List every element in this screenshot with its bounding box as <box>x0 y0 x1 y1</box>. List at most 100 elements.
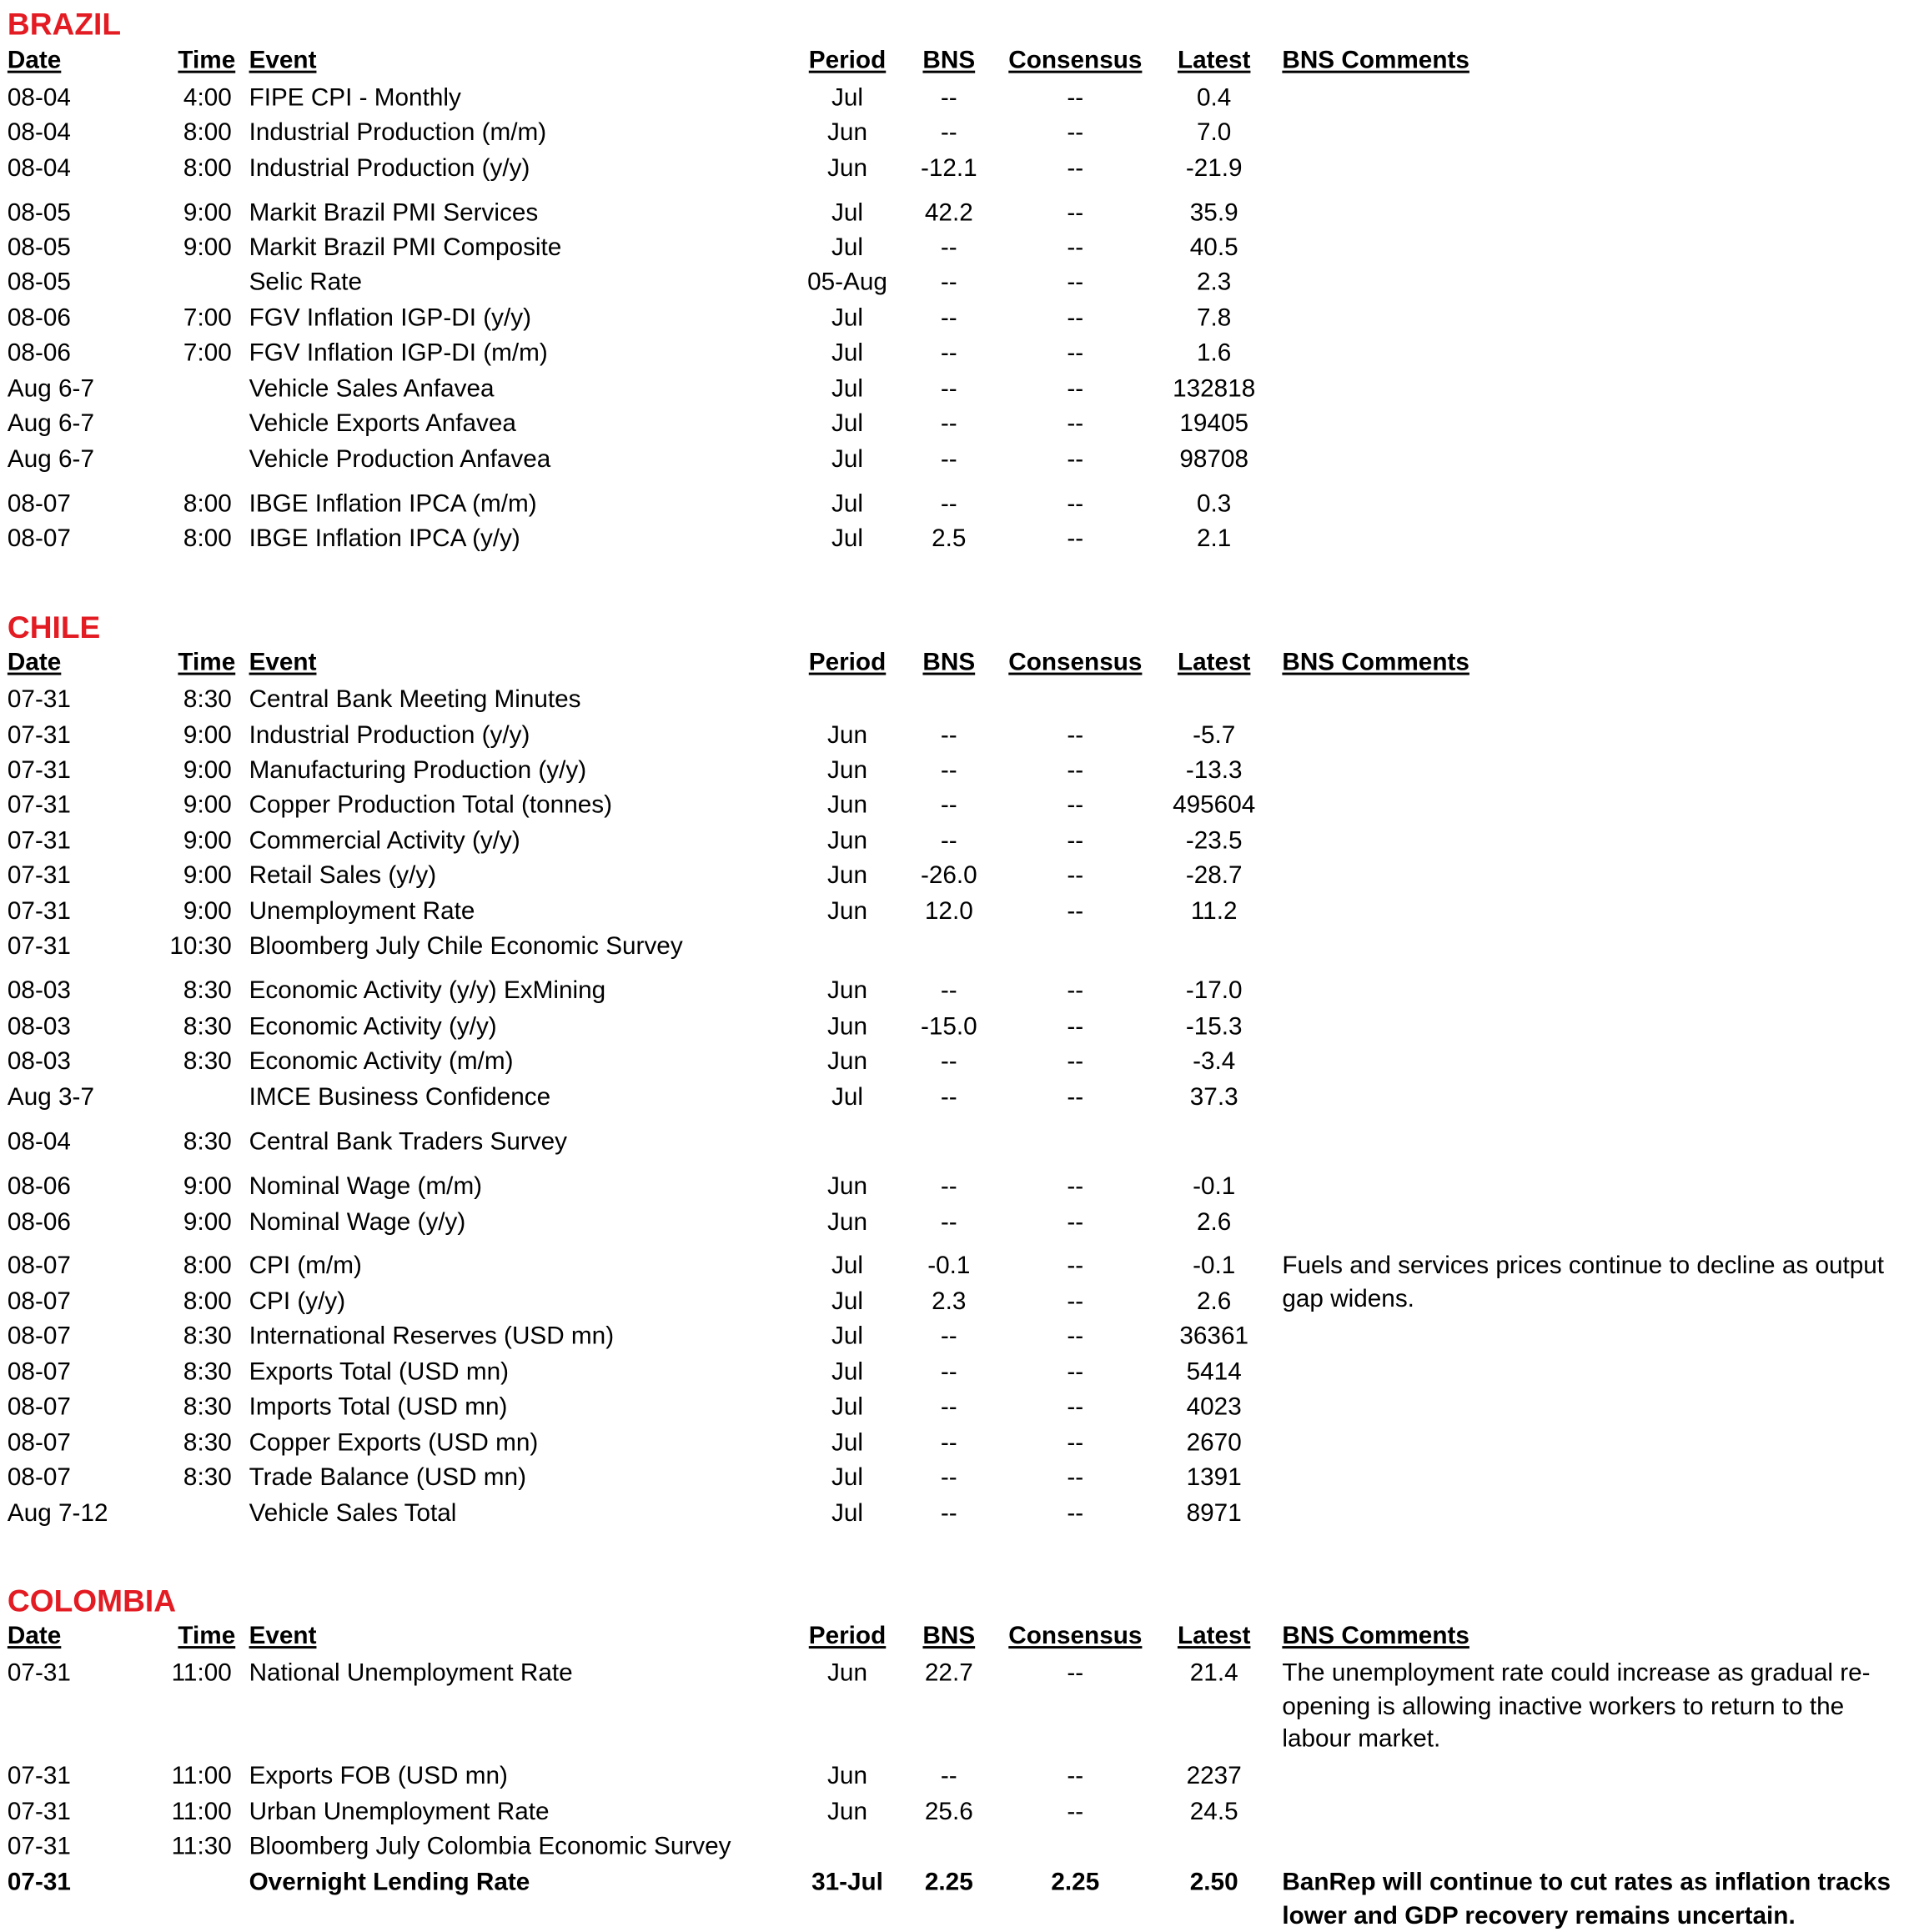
cell-event: Copper Exports (USD mn) <box>249 1429 539 1457</box>
cell-event: Economic Activity (y/y) ExMining <box>249 976 606 1005</box>
column-header-bns: BNS <box>922 649 976 677</box>
cell-period: Jun <box>827 897 867 926</box>
cell-bns: -- <box>940 1208 957 1237</box>
cell-date: 07-31 <box>7 721 71 750</box>
cell-bns: -- <box>940 1322 957 1351</box>
cell-consensus: -- <box>1067 409 1084 438</box>
cell-time: 8:00 <box>183 118 232 147</box>
cell-consensus: -- <box>1067 1463 1084 1492</box>
cell-time: 8:00 <box>183 1252 232 1280</box>
cell-bns: -- <box>940 791 957 819</box>
cell-period: Jul <box>831 1429 863 1457</box>
cell-latest: 0.3 <box>1197 490 1232 518</box>
cell-time: 9:00 <box>183 827 232 855</box>
cell-latest: -21.9 <box>1185 154 1243 183</box>
table-row: 08-06 7:00 FGV Inflation IGP-DI (y/y) Jul --… <box>0 304 1914 334</box>
cell-event: CPI (m/m) <box>249 1252 362 1280</box>
cell-event: Vehicle Exports Anfavea <box>249 409 516 438</box>
cell-date: 07-31 <box>7 932 71 961</box>
cell-event: FIPE CPI - Monthly <box>249 84 461 112</box>
cell-period: Jun <box>827 976 867 1005</box>
cell-bns: -- <box>940 1499 957 1528</box>
table-header: Date Time Event Period BNS Consensus Latest BNS… <box>0 648 1914 678</box>
table-row: Aug 3-7 IMCE Business Confidence Jul -- -- 37… <box>0 1082 1914 1112</box>
column-header-event: Event <box>249 47 317 75</box>
table-row: 07-31 11:00 National Unemployment Rate Jun 2… <box>0 1659 1914 1752</box>
cell-bns: 22.7 <box>924 1659 973 1688</box>
cell-time: 11:00 <box>171 1659 232 1688</box>
cell-event: Overnight Lending Rate <box>249 1869 530 1897</box>
cell-time: 9:00 <box>183 233 232 262</box>
cell-period: Jun <box>827 1762 867 1790</box>
cell-period: 31-Jul <box>811 1869 883 1897</box>
cell-latest: 2670 <box>1186 1429 1242 1457</box>
cell-latest: -3.4 <box>1193 1047 1236 1076</box>
section-title-brazil: BRAZIL <box>7 7 122 43</box>
table-row: 07-31 9:00 Manufacturing Production (y/y) J… <box>0 755 1914 785</box>
cell-time: 8:30 <box>183 1013 232 1041</box>
cell-period: Jul <box>831 233 863 262</box>
cell-date: Aug 6-7 <box>7 409 94 438</box>
cell-period: Jun <box>827 1047 867 1076</box>
cell-consensus: -- <box>1067 1429 1084 1457</box>
cell-period: Jun <box>827 1798 867 1826</box>
cell-time: 9:00 <box>183 861 232 890</box>
cell-event: Exports Total (USD mn) <box>249 1358 510 1387</box>
cell-event: Manufacturing Production (y/y) <box>249 756 587 785</box>
column-header-bns: BNS <box>922 1622 976 1650</box>
cell-period: Jul <box>831 445 863 474</box>
cell-date: 08-04 <box>7 118 71 147</box>
cell-consensus: -- <box>1067 861 1084 890</box>
table-row: 07-31 9:00 Copper Production Total (tonnes… <box>0 790 1914 820</box>
section-title-chile: CHILE <box>7 610 101 645</box>
cell-consensus: -- <box>1067 791 1084 819</box>
cell-bns: -12.1 <box>920 154 977 183</box>
table-row: Aug 6-7 Vehicle Exports Anfavea Jul -- -- 194… <box>0 409 1914 439</box>
cell-date: 08-04 <box>7 154 71 183</box>
column-header-time: Time <box>178 47 236 75</box>
cell-consensus: 2.25 <box>1051 1869 1100 1897</box>
cell-time: 4:00 <box>183 84 232 112</box>
cell-latest: 5414 <box>1186 1358 1242 1387</box>
cell-bns: 2.25 <box>924 1869 973 1897</box>
cell-consensus: -- <box>1067 1172 1084 1201</box>
cell-period: Jul <box>831 199 863 227</box>
cell-bns: -- <box>940 268 957 297</box>
cell-event: Economic Activity (m/m) <box>249 1047 514 1076</box>
cell-consensus: -- <box>1067 339 1084 367</box>
cell-date: 08-06 <box>7 1208 71 1237</box>
table-row: 08-03 8:30 Economic Activity (y/y) ExMinin… <box>0 976 1914 1006</box>
cell-consensus: -- <box>1067 1393 1084 1421</box>
cell-period: Jul <box>831 339 863 367</box>
cell-latest: 1391 <box>1186 1463 1242 1492</box>
cell-time: 9:00 <box>183 721 232 750</box>
cell-bns: -- <box>940 339 957 367</box>
cell-latest: -0.1 <box>1193 1252 1236 1280</box>
cell-time: 11:00 <box>171 1762 232 1790</box>
cell-event: Industrial Production (m/m) <box>249 118 547 147</box>
table-row: 08-03 8:30 Economic Activity (m/m) Jun -- -- -… <box>0 1046 1914 1076</box>
table-row: 08-07 8:00 CPI (m/m) Jul -0.1 -- -0.1 Fuels and… <box>0 1251 1914 1312</box>
cell-bns: 12.0 <box>924 897 973 926</box>
table-row: 08-07 8:30 Trade Balance (USD mn) Jul -- -- 13… <box>0 1463 1914 1493</box>
cell-event: Markit Brazil PMI Services <box>249 199 539 227</box>
cell-period: Jun <box>827 791 867 819</box>
column-header-consensus: Consensus <box>1008 1622 1143 1650</box>
cell-date: 08-07 <box>7 1287 71 1316</box>
cell-event: National Unemployment Rate <box>249 1659 573 1688</box>
table-row: 08-07 8:00 IBGE Inflation IPCA (y/y) Jul 2.5… <box>0 524 1914 554</box>
table-row: Aug 7-12 Vehicle Sales Total Jul -- -- 8971 <box>0 1498 1914 1528</box>
cell-date: 08-05 <box>7 233 71 262</box>
cell-latest: 35.9 <box>1189 199 1238 227</box>
cell-consensus: -- <box>1067 199 1084 227</box>
cell-bns: -- <box>940 721 957 750</box>
cell-date: 08-07 <box>7 1358 71 1387</box>
cell-period: 05-Aug <box>807 268 887 297</box>
cell-consensus: -- <box>1067 445 1084 474</box>
cell-period: Jul <box>831 1252 863 1280</box>
cell-event: Markit Brazil PMI Composite <box>249 233 562 262</box>
cell-time: 10:30 <box>169 932 232 961</box>
table-row: 08-04 8:30 Central Bank Traders Survey <box>0 1127 1914 1157</box>
cell-consensus: -- <box>1067 490 1084 518</box>
cell-period: Jul <box>831 1358 863 1387</box>
